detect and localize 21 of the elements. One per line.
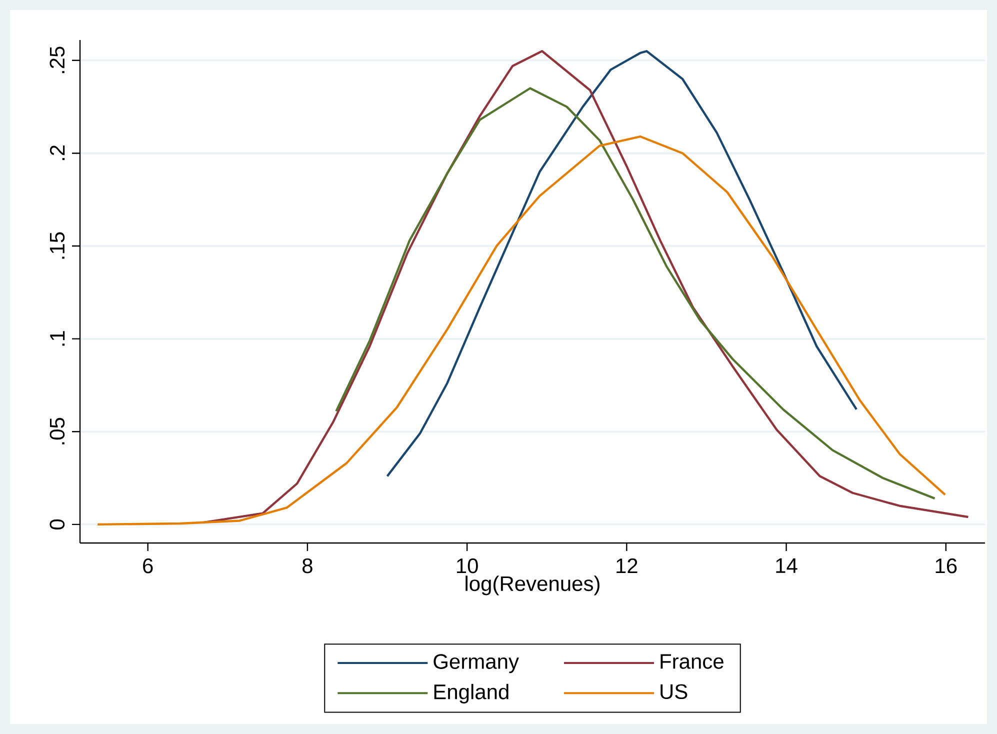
legend-label: Germany (434, 654, 519, 674)
x-tick-label: 14 (776, 558, 798, 573)
y-tick-label: 0 (50, 519, 65, 530)
legend-label: US (660, 684, 688, 700)
x-tick-label: 10 (456, 558, 478, 574)
y-tick-label: .2 (50, 146, 65, 160)
y-tick-label: .05 (50, 418, 65, 444)
y-tick-label: .15 (50, 232, 65, 259)
y-tick-label: .1 (50, 331, 65, 346)
x-axis-title: log(Revenues) (466, 576, 600, 596)
line-series (96, 135, 946, 526)
x-tick-label: 8 (302, 558, 312, 574)
x-tick-label: 12 (616, 558, 638, 574)
line-series (335, 87, 936, 500)
legend-label: France (660, 654, 724, 669)
line-series (386, 50, 858, 478)
line-series (202, 50, 970, 524)
x-tick-label: 6 (143, 558, 153, 574)
x-tick-label: 16 (936, 558, 957, 574)
y-tick-label: .25 (50, 46, 65, 74)
legend-label: England (434, 684, 508, 704)
